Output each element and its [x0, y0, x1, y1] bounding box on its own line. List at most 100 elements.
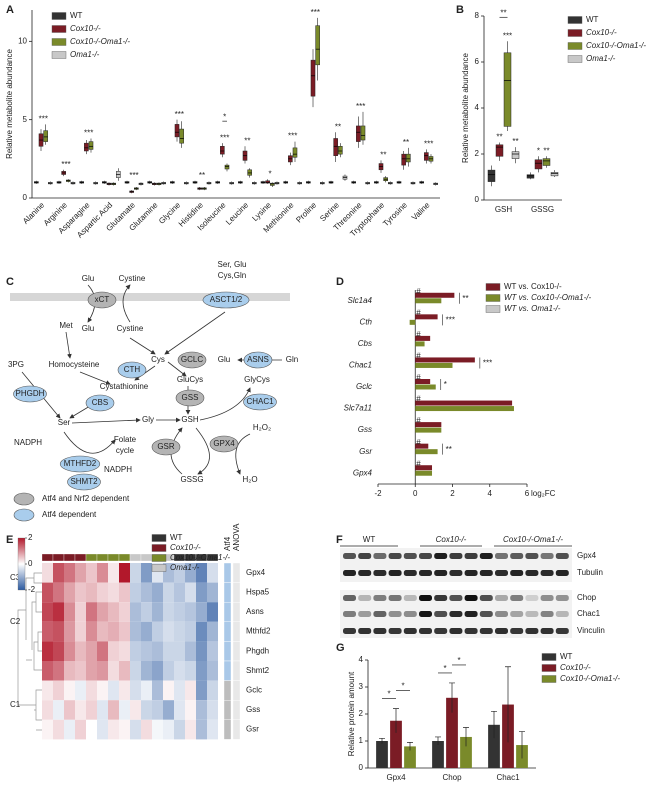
- enzyme-atf4: [59, 455, 101, 473]
- column-group-bar: [96, 553, 109, 562]
- blot-band: [525, 595, 539, 601]
- enzyme-atf4-nrf2: [151, 438, 181, 456]
- enzyme-atf4: [202, 291, 250, 309]
- arrow: [79, 371, 111, 385]
- x-tick-label: Gpx4: [386, 773, 406, 782]
- significance-label: *: [444, 380, 447, 389]
- blot-band: [540, 553, 554, 559]
- heatmap-cell: [119, 602, 130, 622]
- heatmap-cell: [119, 582, 130, 603]
- blot-band: [373, 595, 387, 601]
- blot-band: [388, 570, 402, 576]
- heatmap-cell: [64, 641, 75, 661]
- heatmap-cell: [53, 582, 64, 603]
- significance-label: *: [268, 169, 271, 178]
- y-axis-label: Relative protein amount: [347, 671, 356, 756]
- heatmap-cell: [64, 602, 75, 622]
- significance-label: ***: [39, 114, 48, 123]
- diagram-label: 3PG: [8, 360, 24, 369]
- blot-group-label: Cox10-/-Oma1-/-: [503, 535, 563, 544]
- box: [270, 182, 275, 186]
- anova-annotation: [232, 621, 241, 642]
- column-group-bar: [107, 553, 120, 562]
- enzyme-atf4: [85, 394, 115, 412]
- diagram-label: Cystine: [117, 324, 144, 333]
- bar: [415, 357, 475, 363]
- significance-label: ***: [61, 160, 70, 169]
- blot-protein-label: Chac1: [577, 609, 601, 618]
- heatmap-cell: [196, 563, 207, 583]
- heatmap-cell: [141, 700, 152, 720]
- heatmap-cell: [196, 582, 207, 603]
- blot-band: [403, 595, 417, 601]
- heatmap-cell: [86, 641, 97, 661]
- legend-grey: [13, 492, 35, 506]
- heatmap-cell: [75, 661, 86, 681]
- blot-protein-label: Chop: [577, 593, 597, 602]
- diagram-label: GluCys: [177, 375, 203, 384]
- significance-label: **: [403, 138, 409, 147]
- heatmap-cell: [42, 700, 53, 720]
- blot-band: [525, 628, 539, 634]
- panel-label: B: [456, 4, 464, 16]
- box: [542, 158, 551, 166]
- legend-swatch: [151, 544, 167, 552]
- heatmap-cell: [64, 563, 75, 583]
- heatmap-cell: [86, 563, 97, 583]
- heatmap-cell: [174, 700, 185, 720]
- blot-band: [464, 595, 478, 601]
- y-tick-label: Slc7a11: [344, 404, 372, 413]
- heatmap-cell: [108, 719, 119, 740]
- heatmap-cell: [108, 563, 119, 583]
- box: [292, 147, 298, 158]
- bar: [415, 427, 442, 433]
- heatmap-cell: [196, 661, 207, 681]
- heatmap-cell: [42, 680, 53, 701]
- error-bar: [519, 731, 525, 759]
- legend-label: Oma1-/-: [170, 563, 200, 572]
- blot-band: [495, 595, 508, 601]
- heatmap-cell: [152, 563, 163, 583]
- anova-annotation: [232, 700, 241, 721]
- heatmap-cell: [108, 661, 119, 681]
- error-bar: [407, 742, 413, 751]
- heatmap-cell: [152, 700, 163, 720]
- blot-band: [555, 628, 569, 634]
- diagram-label: GlyCys: [244, 375, 270, 384]
- column-group-bar: [85, 553, 98, 562]
- blot-band: [434, 553, 448, 559]
- x-tick-label: Leucine: [224, 200, 251, 227]
- heatmap-cell: [64, 582, 75, 603]
- blot-band: [343, 628, 356, 634]
- box: [487, 169, 496, 182]
- blot-band: [403, 570, 417, 576]
- heatmap-cell: [42, 582, 53, 603]
- heatmap-cell: [185, 661, 196, 681]
- heatmap-cell: [64, 680, 75, 701]
- anova-annotation: [232, 582, 241, 603]
- blot-band: [343, 570, 356, 576]
- x-tick-label: Valine: [410, 200, 432, 222]
- y-tick-label: 8: [475, 11, 480, 20]
- heatmap-cell: [174, 719, 185, 740]
- atf4-annotation: [223, 602, 232, 623]
- bar: [415, 443, 429, 449]
- heatmap-cell: [42, 602, 53, 622]
- heatmap-cell: [108, 582, 119, 603]
- blot-band: [358, 595, 372, 601]
- y-tick-label: Gsr: [359, 447, 372, 456]
- diagram-label: Cys,Gln: [218, 271, 246, 280]
- heatmap-cell: [185, 700, 196, 720]
- blot-protein-label: Vinculin: [577, 626, 605, 635]
- y-tick-label: Gpx4: [353, 468, 373, 477]
- blot-band: [540, 595, 554, 601]
- atf4-annotation: [223, 680, 232, 701]
- bar: [415, 406, 514, 412]
- legend-swatch: [541, 653, 557, 661]
- heatmap-cell: [53, 602, 64, 622]
- heatmap-cell: [86, 661, 97, 681]
- bar: [415, 298, 442, 304]
- blot-band: [555, 553, 569, 559]
- blot-band: [388, 628, 402, 634]
- panel-label: A: [6, 4, 14, 16]
